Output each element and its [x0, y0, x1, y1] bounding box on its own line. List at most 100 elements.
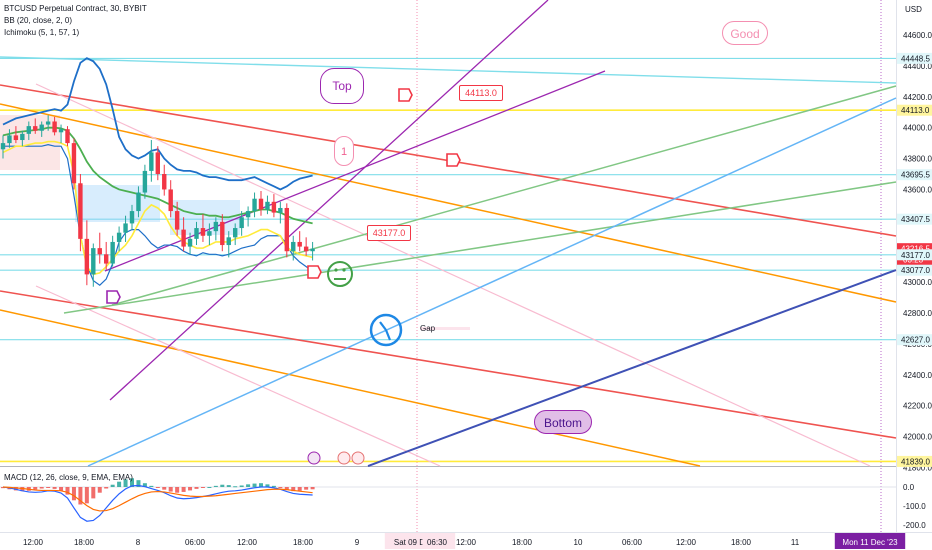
time-tick-label: 06:30 [427, 538, 448, 547]
macd-hist-bar [213, 485, 218, 487]
price-axis-marker-label: 41839.0 [901, 457, 930, 466]
macd-hist-bar [155, 487, 160, 488]
time-tick-label: 18:00 [512, 538, 533, 547]
candle-body [52, 121, 57, 133]
ichimoku-indicator-label[interactable]: Ichimoku (5, 1, 57, 1) [4, 28, 80, 37]
ichimoku-tenkan-line [2, 140, 313, 276]
candle-body [297, 241, 302, 247]
macd-hist-bar [97, 487, 102, 493]
macd-hist-bar [136, 480, 141, 487]
trend-line [0, 103, 897, 303]
candle-body [252, 198, 257, 212]
candle-body [258, 198, 264, 210]
macd-hist-bar [175, 487, 180, 493]
callout-good[interactable]: Good [722, 21, 768, 45]
price-tick-label: 41800.0 [903, 463, 932, 472]
callout-top[interactable]: Top [320, 68, 364, 104]
macd-indicator-label[interactable]: MACD (12, 26, close, 9, EMA, EMA) [4, 473, 133, 482]
price-tick-label: 42000.0 [903, 433, 932, 442]
event-flag-icon [337, 451, 351, 465]
candle-body [39, 124, 44, 131]
time-tick-label: 18:00 [74, 538, 95, 547]
macd-tick-label: -100.0 [903, 502, 926, 511]
macd-hist-bar [188, 487, 193, 491]
time-tick-label: 18:00 [293, 538, 314, 547]
candle-body [20, 133, 25, 141]
time-tick-label: 06:00 [185, 538, 206, 547]
currency-label: USD [905, 5, 922, 14]
candle-body [278, 207, 283, 213]
candle-body [91, 248, 96, 275]
candle-body [13, 135, 19, 141]
trend-line [0, 290, 897, 439]
price-tick-label: 42200.0 [903, 402, 932, 411]
price-tick-label: 44000.0 [903, 124, 932, 133]
candle-body [84, 238, 90, 275]
macd-hist-bar [59, 487, 64, 491]
macd-tick-label: -200.0 [903, 521, 926, 530]
gap-label: Gap [420, 324, 436, 333]
candle-body [116, 232, 122, 242]
candle-body [187, 238, 193, 247]
trend-line [104, 70, 606, 272]
bb-indicator-label[interactable]: BB (20, close, 2, 0) [4, 16, 73, 25]
macd-hist-bar [246, 484, 251, 487]
callout-one[interactable]: 1 [334, 136, 354, 166]
candle-body [226, 237, 231, 246]
macd-hist-bar [284, 487, 289, 491]
candle-body [245, 211, 251, 218]
price-axis-marker [897, 52, 932, 64]
candle-body [65, 129, 70, 144]
price-axis-marker-label: 43695.5 [901, 171, 930, 180]
macd-hist-bar [65, 487, 70, 495]
time-tick-label: 06:00 [622, 538, 643, 547]
time-tick-label: 18:00 [731, 538, 752, 547]
price-tick-label: 42400.0 [903, 371, 932, 380]
trend-line [367, 269, 897, 467]
time-tick-label: 9 [355, 538, 360, 547]
neutral-face-icon [327, 261, 353, 287]
macd-hist-bar [142, 483, 147, 487]
candle-body [207, 231, 212, 236]
macd-hist-bar [310, 487, 315, 490]
macd-hist-bar [168, 487, 173, 492]
price-note-lower[interactable]: 43177.0 [367, 225, 411, 241]
candle-body [162, 174, 167, 190]
hand-pointer-icon [307, 265, 322, 279]
time-tick-label: 12:00 [237, 538, 258, 547]
chart-title: BTCUSD Perpetual Contract, 30, BYBIT [4, 4, 147, 13]
candle-body [303, 246, 309, 252]
macd-line [2, 484, 313, 522]
price-axis-marker-label: 44448.5 [901, 54, 930, 63]
candle-body [168, 189, 173, 212]
candle-body [220, 221, 225, 246]
trend-line [0, 309, 701, 467]
candle-body [7, 135, 12, 144]
event-flag-icon [351, 451, 365, 465]
price-axis-marker [897, 455, 932, 467]
macd-hist-bar [162, 487, 167, 490]
macd-hist-bar [71, 487, 76, 501]
hand-pointer-icon [106, 290, 121, 304]
macd-hist-bar [78, 487, 83, 505]
macd-hist-bar [200, 487, 205, 488]
candle-body [33, 126, 38, 131]
candle-body [78, 183, 83, 239]
hand-pointer-icon [446, 153, 461, 167]
price-note-upper[interactable]: 44113.0 [459, 85, 503, 101]
candle-body [310, 248, 315, 252]
time-tick-label: 8 [136, 538, 141, 547]
price-axis-marker [897, 249, 932, 261]
macd-hist-bar [207, 487, 212, 488]
candle-body [149, 152, 154, 171]
hand-pointer-icon [398, 88, 413, 102]
candle-body [58, 129, 64, 133]
time-tick-label: 12:00 [23, 538, 44, 547]
price-tick-label: 44400.0 [903, 62, 932, 71]
time-axis-marker [422, 533, 452, 549]
callout-bottom[interactable]: Bottom [534, 410, 592, 434]
time-tick-label: Sat 09 Dec '23 [394, 538, 447, 547]
macd-hist-bar [149, 485, 154, 487]
price-tick-label: 43600.0 [903, 185, 932, 194]
